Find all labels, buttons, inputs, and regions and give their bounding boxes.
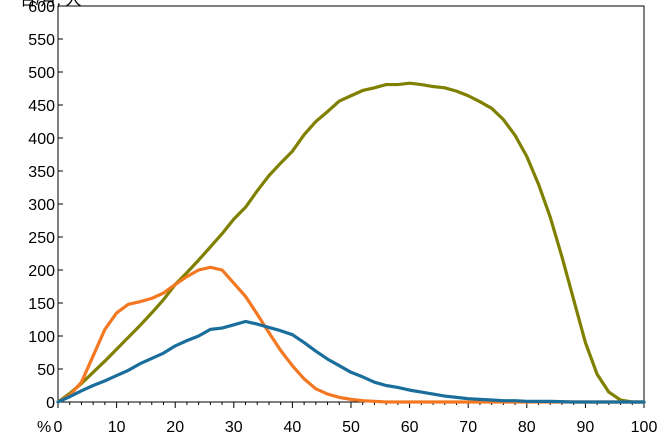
series-line-3: [56, 319, 646, 404]
y-tick-label: 550: [28, 32, 55, 49]
y-tick-label: 150: [28, 296, 55, 313]
y-tick-label: 600: [28, 0, 55, 16]
x-tick-label: 60: [401, 419, 419, 436]
x-tick-label: 20: [166, 419, 184, 436]
y-tick-label: 350: [28, 164, 55, 181]
y-tick-label: 50: [37, 362, 55, 379]
plot-area-frame: [57, 5, 645, 403]
x-tick-label: 90: [577, 419, 595, 436]
x-tick-label: 70: [459, 419, 477, 436]
x-tick-label: 80: [518, 419, 536, 436]
x-axis: 0 10 20 30 40 50 60 70 80 90 100: [54, 402, 658, 436]
x-unit-label: %: [37, 419, 51, 436]
series-group: [56, 81, 646, 404]
y-tick-label: 200: [28, 263, 55, 280]
y-tick-label: 100: [28, 329, 55, 346]
x-tick-label: 30: [225, 419, 243, 436]
x-tick-label: 50: [342, 419, 360, 436]
x-tick-label: 10: [108, 419, 126, 436]
x-tick-label: 0: [54, 419, 63, 436]
y-tick-label: 250: [28, 230, 55, 247]
y-tick-label: 500: [28, 65, 55, 82]
y-axis: 0 50 100 150 200 250 300 350 400 450 500 550 600: [28, 0, 63, 412]
y-tick-label: 450: [28, 98, 55, 115]
series-line-1: [56, 81, 646, 404]
top-partial-label: 台/月, 人: [20, 0, 81, 9]
series-line-2: [56, 265, 646, 404]
x-tick-label: 100: [631, 419, 658, 436]
x-tick-label: 40: [284, 419, 302, 436]
y-tick-label: 0: [46, 395, 55, 412]
y-tick-label: 400: [28, 131, 55, 148]
y-tick-label: 300: [28, 197, 55, 214]
